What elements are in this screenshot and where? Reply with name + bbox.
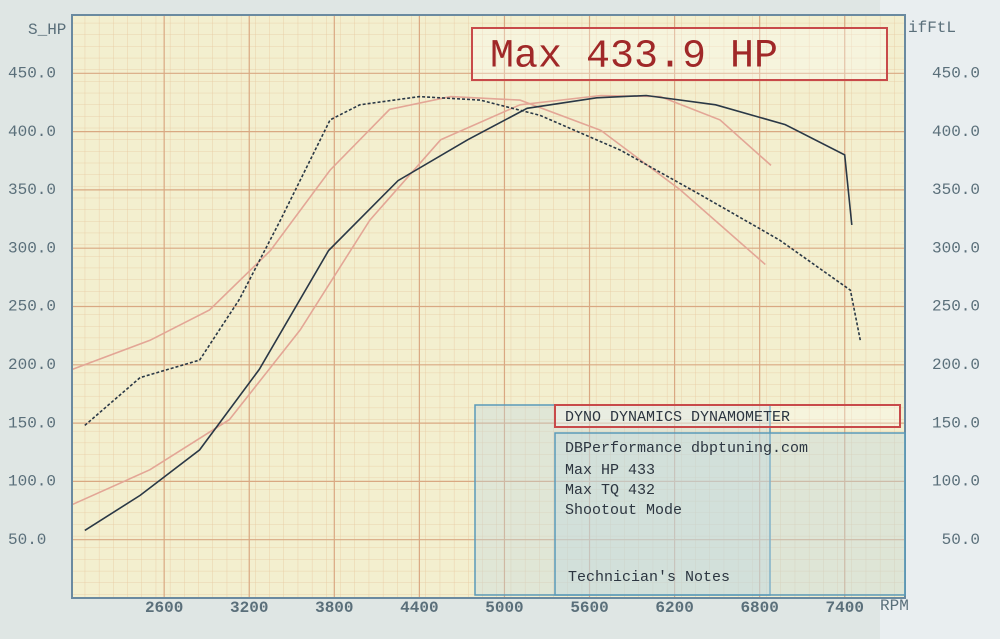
y-tick-label: 100.0	[8, 473, 56, 491]
x-tick-label: 7400	[826, 599, 864, 617]
series-line	[71, 95, 766, 371]
y2-tick-label: 150.0	[932, 414, 980, 432]
x-tick-label: 2600	[145, 599, 183, 617]
info-box-shadow	[474, 404, 771, 596]
y2-tick-label: 450.0	[932, 65, 980, 83]
y2-tick-label: 300.0	[932, 239, 980, 257]
plot-frame	[71, 14, 906, 599]
y2-tick-label: 250.0	[932, 298, 980, 316]
series-line	[84, 94, 853, 532]
x-tick-label: 5000	[485, 599, 523, 617]
y-tick-label: 350.0	[8, 181, 56, 199]
info-title-box	[554, 404, 901, 428]
x-tick-label: 6200	[655, 599, 693, 617]
y2-axis-label: ifFtL	[908, 19, 956, 37]
series-line	[71, 94, 772, 506]
series-line	[84, 95, 862, 427]
y-tick-label: 250.0	[8, 298, 56, 316]
info-mode: Shootout Mode	[565, 502, 682, 519]
info-site: DBPerformance dbptuning.com	[565, 440, 808, 457]
info-box: DYNO DYNAMICS DYNAMOMETER DBPerformance …	[474, 404, 906, 596]
y-tick-label: 50.0	[8, 531, 46, 549]
y2-tick-label: 50.0	[942, 531, 980, 549]
x-tick-label: 3800	[315, 599, 353, 617]
annotation: Max 433.9 HP	[490, 35, 778, 80]
info-notes: Technician's Notes	[568, 569, 730, 586]
x-tick-label: 6800	[740, 599, 778, 617]
x-axis-label: RPM	[880, 597, 909, 615]
x-tick-label: 3200	[230, 599, 268, 617]
y2-tick-label: 350.0	[932, 181, 980, 199]
grid	[72, 15, 905, 598]
info-title: DYNO DYNAMICS DYNAMOMETER	[565, 409, 790, 426]
x-tick-label: 4400	[400, 599, 438, 617]
y2-tick-label: 400.0	[932, 123, 980, 141]
info-body-box	[554, 432, 906, 596]
info-max-hp: Max HP 433	[565, 462, 655, 479]
y-tick-label: 400.0	[8, 123, 56, 141]
y-axis-label: S_HP	[28, 21, 66, 39]
x-tick-label: 5600	[570, 599, 608, 617]
y-tick-label: 150.0	[8, 414, 56, 432]
y-tick-label: 450.0	[8, 65, 56, 83]
lines	[71, 94, 862, 532]
annotation-box	[471, 27, 888, 81]
y2-tick-label: 100.0	[932, 473, 980, 491]
y-tick-label: 300.0	[8, 239, 56, 257]
y-tick-label: 200.0	[8, 356, 56, 374]
y2-tick-label: 200.0	[932, 356, 980, 374]
info-max-tq: Max TQ 432	[565, 482, 655, 499]
